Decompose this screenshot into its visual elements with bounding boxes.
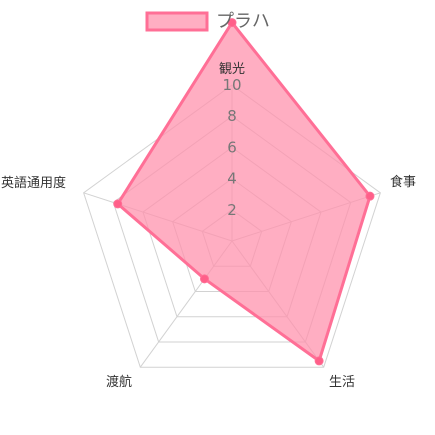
grid-ring-10 bbox=[83, 84, 381, 368]
axis-label-0: 観光 bbox=[219, 62, 245, 77]
data-point-1 bbox=[365, 191, 375, 201]
data-point-4 bbox=[113, 199, 123, 209]
tick-label-8: 8 bbox=[227, 107, 237, 125]
axis-label-4: 英語通用度 bbox=[1, 175, 66, 191]
legend-swatch[interactable] bbox=[145, 11, 209, 32]
axis-label-2: 生活 bbox=[329, 375, 355, 390]
axis-label-3: 渡航 bbox=[106, 374, 132, 390]
data-point-0 bbox=[227, 18, 237, 28]
legend-label-praha[interactable]: プラハ bbox=[216, 11, 270, 32]
tick-label-6: 6 bbox=[227, 138, 237, 156]
series-layer bbox=[113, 18, 375, 366]
data-point-3 bbox=[199, 274, 209, 284]
tick-label-10: 10 bbox=[222, 76, 241, 94]
axis-label-1: 食事 bbox=[390, 174, 416, 190]
series-area-praha bbox=[115, 20, 372, 364]
data-point-2 bbox=[314, 356, 324, 366]
tick-label-2: 2 bbox=[227, 201, 237, 219]
legend[interactable]: プラハ bbox=[145, 11, 270, 32]
tick-label-4: 4 bbox=[227, 170, 237, 188]
